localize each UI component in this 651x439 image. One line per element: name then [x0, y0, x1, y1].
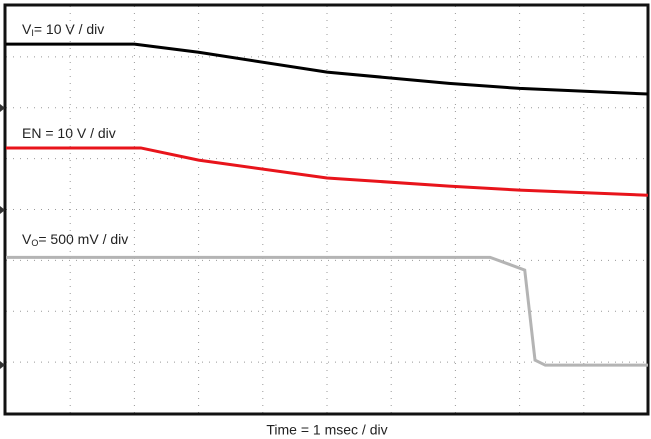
trace-label: EN = 10 V / div	[22, 125, 116, 141]
label-rest: = 500 mV / div	[38, 231, 128, 247]
plot-area	[5, 5, 649, 414]
x-axis-label: Time = 1 msec / div	[266, 422, 387, 438]
label-subscript: O	[31, 238, 38, 248]
label-main: V	[22, 231, 32, 247]
trace	[6, 146, 649, 197]
label-main: EN = 10 V / div	[22, 125, 116, 141]
trace-label: VO= 500 mV / div	[22, 231, 128, 249]
trace-label: VI= 10 V / div	[22, 21, 104, 39]
label-subscript: I	[31, 28, 34, 38]
label-rest: = 10 V / div	[34, 21, 104, 37]
label-main: V	[22, 21, 32, 37]
trace	[6, 255, 648, 367]
trace	[6, 42, 649, 96]
plot-frame	[3, 3, 650, 416]
